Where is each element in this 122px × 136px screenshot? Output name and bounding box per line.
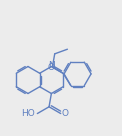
Text: O: O [48,63,55,72]
Text: N: N [48,61,55,69]
Text: HO: HO [22,109,35,118]
Text: O: O [62,109,69,118]
